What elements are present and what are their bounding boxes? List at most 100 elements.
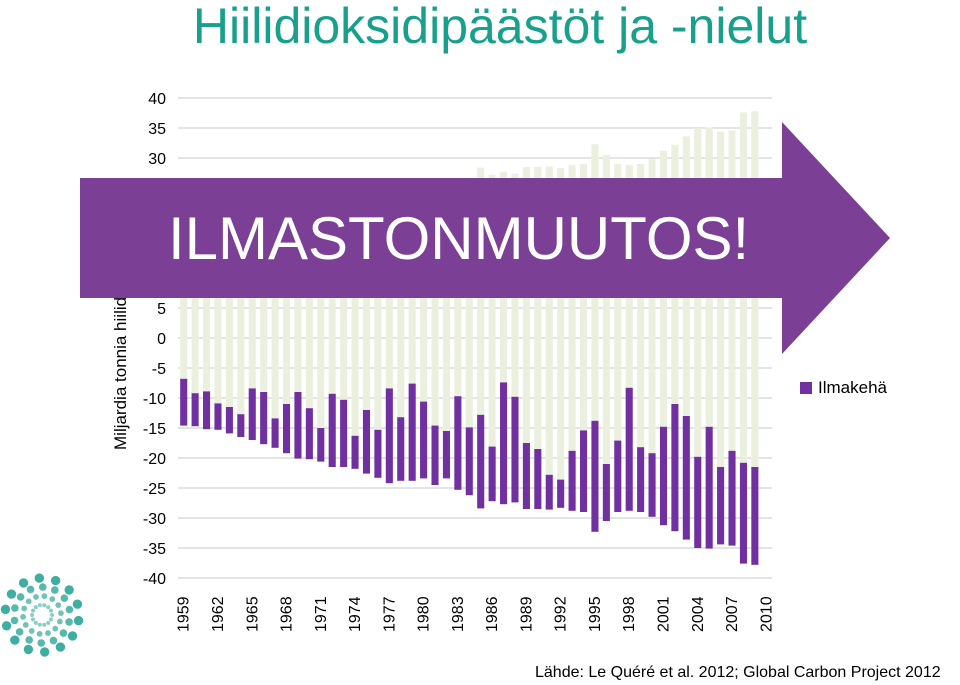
bar-atmosphere [511,396,519,503]
bar-atmosphere [351,435,359,469]
logo-dot [65,618,73,626]
bar-sink [214,338,222,404]
bar-sink [739,338,747,463]
bar-atmosphere [728,450,736,546]
bar-sink [408,338,416,384]
bar-sink [477,338,485,415]
x-tick-label: 1962 [210,596,227,632]
x-tick-label: 2001 [655,596,672,632]
logo-dot [25,636,33,644]
y-tick-label: -15 [143,421,166,438]
bar-sink [659,338,668,427]
bar-atmosphere [534,449,542,509]
bar-atmosphere [260,392,268,445]
bar-atmosphere [591,420,599,532]
bar-sink [420,338,428,402]
logo-dot [56,618,63,625]
logo-dot [6,589,17,599]
bar-atmosphere [751,467,759,565]
y-tick-label: -25 [143,481,166,498]
bar-atmosphere [442,431,450,479]
bar-sink [397,338,405,418]
logo-dot [46,620,51,625]
bar-atmosphere [659,426,668,526]
logo-dot [33,594,39,600]
logo-dot [30,617,35,622]
bar-atmosphere [203,391,211,430]
y-tick-label: 40 [148,91,166,108]
y-tick-label: -40 [143,571,166,588]
bar-sink [751,338,759,467]
bar-sink [557,338,565,480]
bar-atmosphere [225,407,233,434]
bar-atmosphere [237,414,245,437]
bar-sink [522,338,530,443]
logo-dot [50,575,61,586]
logo-dot [49,636,58,645]
bar-atmosphere [454,396,462,490]
x-tick-label: 1965 [244,596,261,632]
chart-title: Hiilidioksidipäästöt ja -nielut [192,0,808,54]
logo-dot [41,593,48,600]
bar-sink [602,338,610,464]
logo-dot [37,622,42,627]
legend-swatch [800,382,812,394]
bar-atmosphere [305,408,313,460]
bar-atmosphere [282,404,291,454]
bar-atmosphere [522,443,530,509]
bar-sink [374,338,382,430]
logo-dot [49,617,54,622]
x-tick-labels: 1959 1962 1965 1968 1971 1974 1977 1980 1983 1986… [176,596,776,632]
bar-atmosphere [671,404,679,532]
x-tick-label: 1992 [553,596,570,632]
bar-atmosphere [328,393,336,467]
bar-atmosphere [477,414,485,509]
bar-atmosphere [294,392,302,459]
logo-dot [45,630,51,636]
logo-dot [15,628,24,636]
bar-atmosphere [648,453,656,517]
legend: Ilmakehä [800,378,888,397]
bar-atmosphere [340,399,348,467]
bar-atmosphere [214,403,222,430]
bar-sink [488,338,496,447]
logo-dot [52,625,59,632]
bar-sink [431,338,439,426]
bar-sink [511,338,519,397]
logo-dot [42,622,47,627]
bar-atmosphere [180,378,188,426]
logo-dot [73,615,84,626]
x-tick-label: 2004 [690,596,707,632]
bar-sink [500,338,508,383]
bar-atmosphere [602,464,610,521]
bar-sink [225,338,233,407]
bar-sink [248,338,256,389]
bar-atmosphere [694,456,702,548]
source-citation: Lähde: Le Quéré et al. 2012; Global Carb… [535,664,941,681]
bar-sink [203,338,211,392]
bar-sink [534,338,542,449]
bar-atmosphere [374,429,382,478]
bar-sink [294,338,302,392]
bar-sink [317,338,325,428]
bar-sink [328,338,336,394]
bar-sink [305,338,313,409]
bar-atmosphere [317,428,325,462]
bar-atmosphere [557,479,565,508]
logo-dot [25,598,32,605]
logo-dot [10,616,19,625]
bar-sink [340,338,348,400]
bar-atmosphere [637,447,645,512]
bar-sink [568,338,576,451]
x-tick-label: 1995 [587,596,604,632]
x-tick-label: 1968 [279,596,296,632]
bar-sink [465,338,473,428]
x-tick-label: 1989 [518,596,535,632]
bar-sink [545,338,553,475]
logo-dot [10,635,20,645]
bar-sink [260,338,268,392]
logo-dot [30,608,35,613]
bar-atmosphere [717,467,725,545]
bar-atmosphere [705,426,713,549]
logo-dot [55,602,62,609]
